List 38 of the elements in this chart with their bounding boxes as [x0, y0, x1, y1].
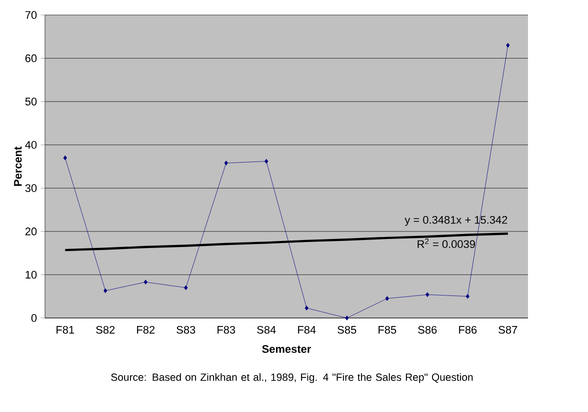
- x-tick-label: F86: [459, 326, 477, 334]
- y-tick-label: 20: [25, 228, 37, 236]
- point: [345, 316, 349, 320]
- y-tick-label: 0: [31, 314, 37, 322]
- source-note: Source: Based on Zinkhan et al., 1989, Fig. 4 "Fire the Sales Rep" Question: [111, 373, 473, 383]
- x-tick-label: F84: [298, 326, 316, 334]
- point: [184, 285, 188, 290]
- point: [466, 294, 470, 299]
- point: [144, 280, 148, 284]
- x-axis-title: Semester: [262, 345, 311, 353]
- point: [104, 288, 108, 294]
- x-tick-label: F82: [137, 326, 155, 334]
- y-axis-title: Percent: [14, 146, 22, 186]
- y-tick-label: 70: [25, 11, 37, 19]
- y-tick-label: 50: [25, 98, 37, 106]
- x-tick-label: F85: [378, 326, 396, 334]
- x-tick-label: S83: [176, 326, 196, 334]
- x-tick-label: S84: [257, 326, 276, 334]
- y-tick-label: 10: [26, 270, 37, 279]
- annotation: y = 0.3481x + 15.342: [404, 216, 508, 226]
- x-tick-label: F81: [56, 326, 74, 334]
- x-tick-label: S87: [498, 326, 518, 334]
- point: [264, 158, 268, 164]
- line-series: [64, 232, 509, 252]
- x-tick-label: S82: [96, 326, 115, 334]
- y-tick-label: 30: [25, 184, 37, 192]
- point: [506, 42, 510, 48]
- x-tick-label: F83: [218, 326, 236, 334]
- point: [385, 296, 389, 301]
- x-tick-label: S86: [418, 326, 437, 334]
- point: [426, 292, 430, 298]
- point: [63, 155, 67, 160]
- point: [304, 306, 308, 310]
- y-tick-label: 40: [25, 140, 37, 149]
- annotation: R$^{2}$ = 0.0039: [418, 238, 475, 248]
- y-tick-label: 60: [25, 54, 37, 62]
- x-tick-label: S85: [338, 326, 356, 334]
- point: [224, 160, 228, 166]
